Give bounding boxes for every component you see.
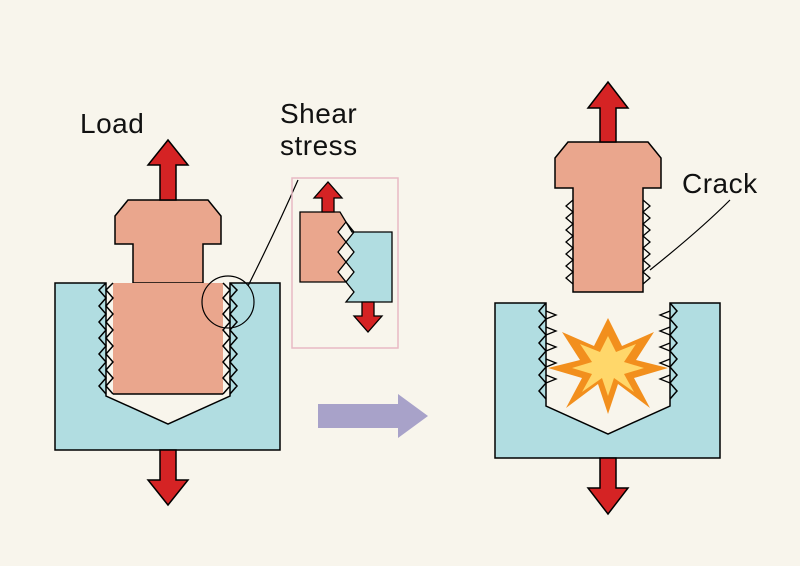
left-arrow-down <box>148 450 188 505</box>
label-crack: Crack <box>682 168 758 200</box>
inset-figure <box>292 178 398 348</box>
label-shear: Shear stress <box>280 98 358 162</box>
inset-bolt-piece <box>300 212 346 282</box>
right-bolt-threads-left <box>566 200 573 284</box>
inset-block-piece <box>346 222 392 302</box>
left-arrow-up <box>148 140 188 200</box>
right-bolt-threads-right <box>643 200 650 284</box>
right-block-stubs-left <box>546 311 556 383</box>
right-figure <box>495 82 730 514</box>
inset-arrow-down <box>354 302 382 332</box>
sequence-arrow <box>318 394 428 438</box>
left-figure <box>55 140 298 505</box>
right-block-stubs-right <box>660 311 670 383</box>
left-bolt <box>115 200 221 283</box>
crack-star <box>548 318 668 414</box>
diagram-root <box>0 0 800 566</box>
right-arrow-up <box>588 82 628 142</box>
inset-arrow-up <box>314 182 342 212</box>
right-arrow-down <box>588 458 628 514</box>
left-bolt-threads-right <box>223 283 230 394</box>
left-bolt-threads-left <box>106 283 113 394</box>
label-load: Load <box>80 108 144 140</box>
left-bolt-shaft <box>113 283 223 394</box>
crack-leader <box>650 200 730 270</box>
callout-leader <box>248 180 298 286</box>
